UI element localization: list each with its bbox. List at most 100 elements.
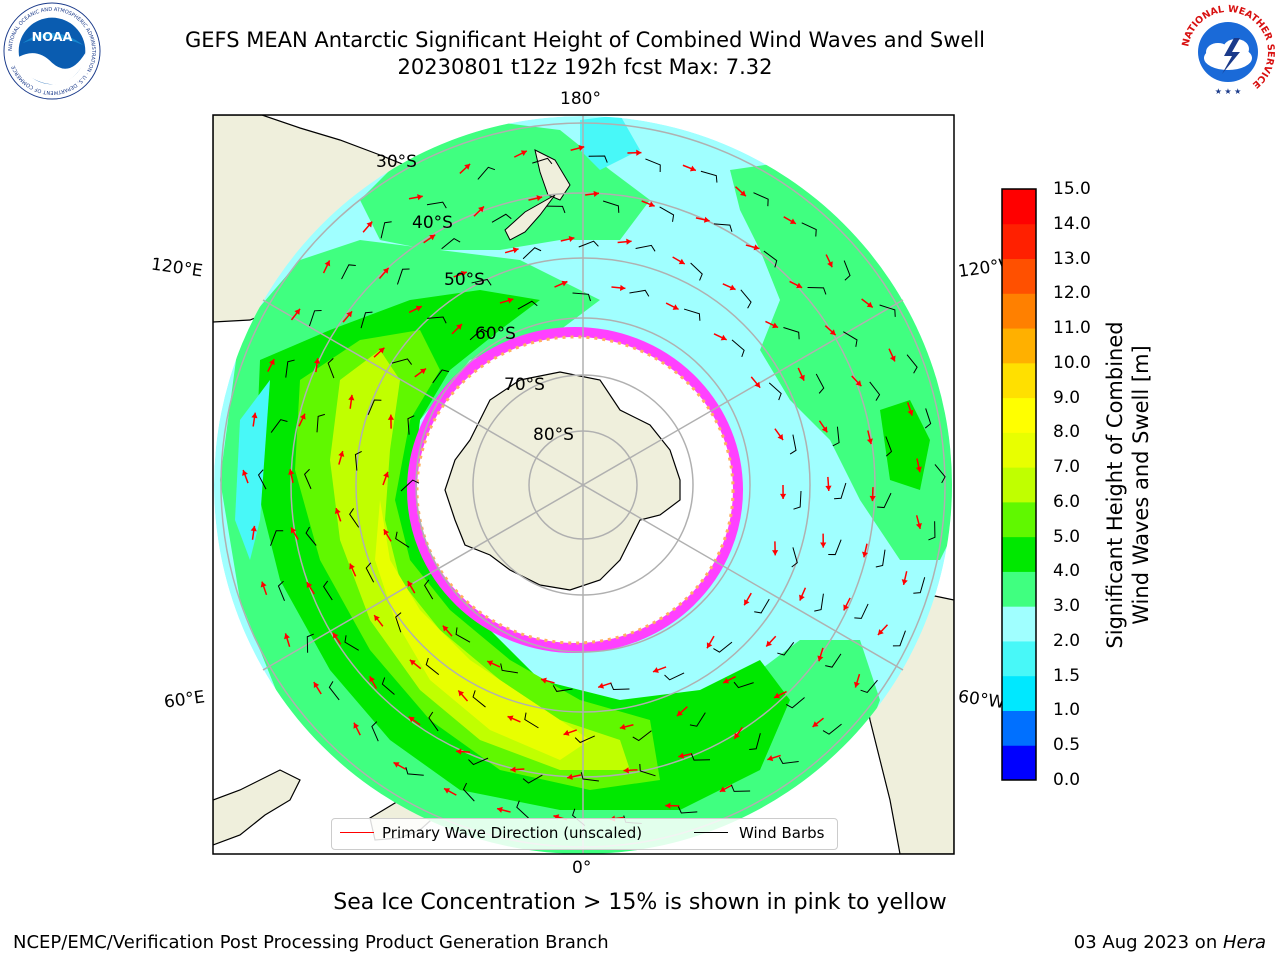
wave-arrow-head [242, 469, 248, 476]
wave-arrow-head [889, 355, 896, 362]
wind-barb [807, 286, 827, 295]
colorbar-tick-label: 0.0 [1053, 770, 1081, 790]
wave-arrow-head [767, 755, 774, 762]
wind-barb [785, 697, 805, 709]
wave-arrow-head [458, 690, 465, 697]
colorbar-tick-label: 4.0 [1053, 561, 1081, 582]
wind-barb [885, 436, 893, 457]
wave-arrow-head [349, 563, 355, 570]
wave-arrow-head [754, 381, 761, 388]
colorbar-tick-label: 14.0 [1053, 213, 1091, 234]
colorbar-segment [1002, 328, 1036, 364]
colorbar-tick-label: 7.0 [1053, 457, 1081, 478]
sea-ice-note: Sea Ice Concentration > 15% is shown in … [333, 890, 947, 915]
wind-barb [892, 630, 906, 647]
wind-barb [733, 681, 754, 689]
wind-barb [832, 426, 840, 447]
wave-arrow-head [619, 284, 626, 291]
colorbar-tick-label: 0.5 [1053, 735, 1081, 756]
lat-label-80s: 80°S [533, 425, 574, 445]
wave-arrow-head [288, 469, 295, 475]
wind-barb [763, 250, 778, 268]
wave-arrow-head [284, 633, 290, 640]
colorbar-tick-label: 6.0 [1053, 491, 1081, 512]
wave-arrow-head [799, 594, 805, 601]
wind-barb [860, 679, 878, 694]
colorbar-tick-label: 10.0 [1053, 352, 1091, 373]
wind-barb [801, 222, 817, 237]
wind-barb [327, 358, 335, 379]
wave-arrow-head [536, 195, 543, 202]
wave-arrow-head [563, 729, 570, 736]
wave-arrow-head [744, 599, 750, 606]
colorbar-segment [1002, 467, 1036, 503]
wave-arrow-head [772, 322, 779, 329]
wind-barb [441, 237, 461, 250]
wave-arrow-head [497, 806, 503, 813]
wind-barb [425, 657, 440, 676]
wave-arrow-head [720, 334, 727, 341]
colorbar-tick-label: 8.0 [1053, 422, 1081, 443]
wave-arrow-head [338, 451, 345, 457]
colorbar-segment [1002, 258, 1036, 294]
wave-arrow-head [429, 234, 436, 241]
wave-arrow-head [672, 304, 679, 310]
wind-barb [689, 712, 706, 727]
wave-arrow-head [324, 260, 331, 267]
wind-barb [367, 399, 382, 415]
wind-barb [469, 328, 489, 341]
wind-barb [365, 562, 375, 583]
wave-arrow-head [915, 523, 922, 529]
noaa-logo-text: NOAA [32, 30, 73, 45]
wind-barb [843, 260, 851, 281]
wave-arrow-head [313, 682, 320, 689]
colorbar-segment [1002, 397, 1036, 433]
wind-barb [700, 170, 718, 183]
wave-arrow-head [678, 258, 685, 265]
colorbar-segment [1002, 745, 1036, 781]
wave-arrow-head [374, 615, 380, 622]
wind-barb [477, 166, 496, 180]
lon-label-180: 180° [560, 89, 601, 109]
wave-arrow-head [901, 579, 908, 585]
wave-arrow-head [520, 150, 527, 156]
lat-label-70s: 70°S [504, 375, 545, 395]
date-stamp: 03 Aug 2023 on Hera [1074, 932, 1266, 953]
wave-arrow-head [623, 767, 629, 774]
wave-arrow-head [393, 762, 400, 768]
wind-barb [815, 373, 825, 394]
wave-arrow-head [829, 329, 836, 336]
wave-arrow-head [578, 145, 585, 152]
wind-barb [779, 757, 799, 765]
wave-arrow-head [907, 409, 914, 416]
colorbar-tick-label: 15.0 [1053, 179, 1091, 199]
wave-arrow-head [567, 773, 573, 780]
wave-arrow-head [383, 529, 390, 536]
lat-label-40s: 40°S [412, 213, 453, 233]
wave-arrow-head [369, 676, 375, 683]
wind-barb [572, 292, 591, 302]
wind-barb [645, 158, 661, 172]
wave-direction-arrows [242, 145, 922, 822]
wind-barb [791, 547, 798, 568]
wind-barb [928, 521, 936, 541]
colorbar-segment [1002, 640, 1036, 677]
wave-arrow-head [703, 216, 710, 223]
wave-arrow-head [456, 748, 462, 755]
wind-barb [472, 690, 486, 708]
wave-arrow-head [772, 550, 779, 556]
wind-barb [730, 784, 751, 792]
wave-arrow-head [648, 201, 655, 208]
lat-label-50s: 50°S [444, 270, 485, 290]
wave-arrow-head [820, 542, 827, 548]
wave-arrow-head [387, 414, 395, 420]
legend-wind-label: Wind Barbs [739, 824, 825, 842]
legend-wave-swatch [340, 832, 374, 833]
wind-barb [777, 641, 795, 656]
wind-barb [532, 157, 553, 165]
wind-barb [731, 339, 745, 358]
wave-arrow-head [299, 413, 306, 420]
wave-arrow-head [652, 667, 659, 673]
lat-label-30s: 30°S [376, 152, 417, 172]
landmass-new-zealand-south [504, 194, 556, 241]
